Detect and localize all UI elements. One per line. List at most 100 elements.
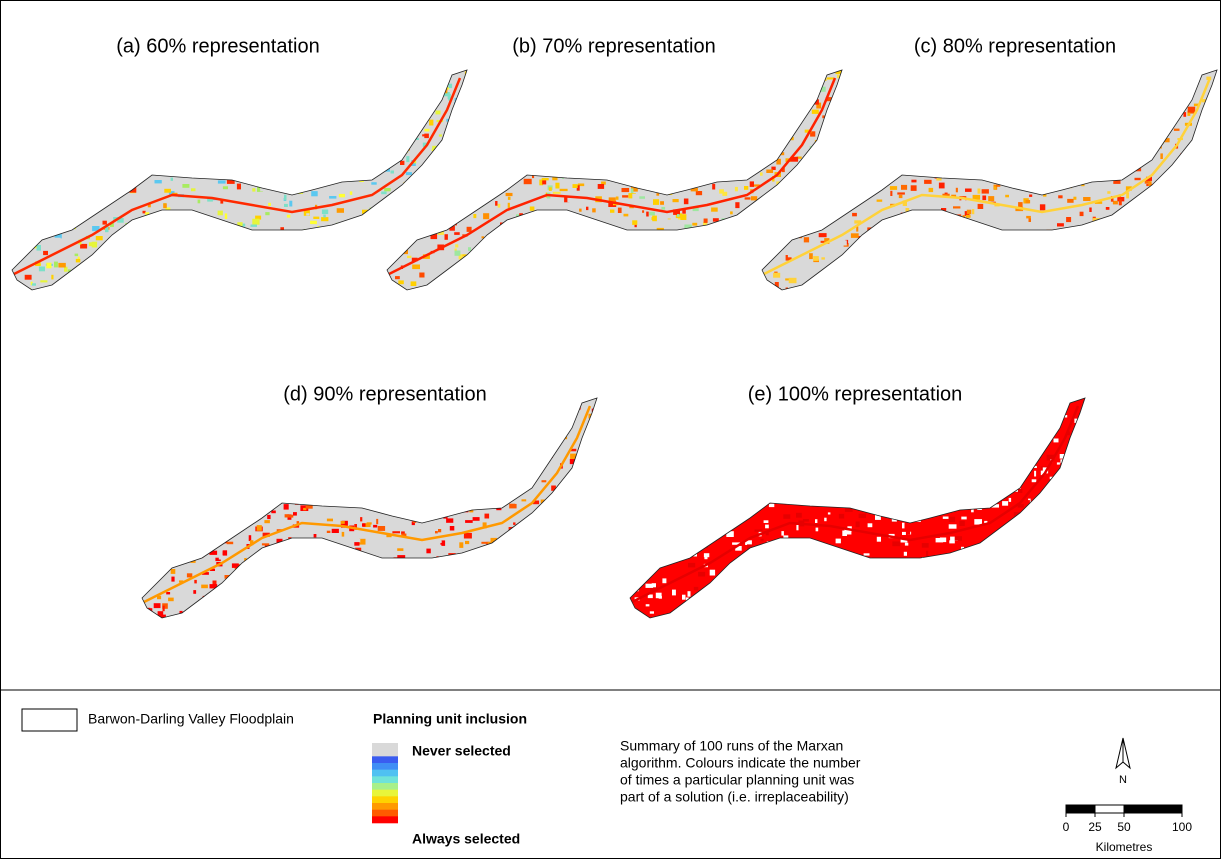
planning-unit [521,613,523,619]
planning-unit [230,481,232,487]
planning-unit [433,212,439,214]
planning-unit [354,224,361,226]
planning-unit [411,565,413,571]
planning-unit [807,76,809,82]
planning-unit [988,423,996,426]
planning-unit [830,453,837,456]
planning-unit [637,438,641,441]
planning-unit [262,414,265,417]
planning-unit [267,182,274,187]
planning-unit [860,418,864,423]
planning-unit [806,570,809,575]
planning-unit [572,249,578,253]
planning-unit [1055,405,1060,411]
planning-unit [797,595,801,599]
planning-unit [976,606,983,610]
planning-unit [452,276,458,279]
planning-unit [136,263,142,265]
planning-unit [745,114,751,117]
ramp-swatch [372,743,398,750]
planning-unit [371,145,379,150]
planning-unit [1073,197,1076,200]
planning-unit [632,160,639,163]
planning-unit [484,431,488,435]
planning-unit [921,146,926,148]
planning-unit [1056,421,1059,424]
planning-unit [732,168,737,172]
planning-unit [369,444,375,449]
planning-unit [907,509,913,513]
planning-unit [850,84,856,89]
planning-unit [978,204,984,209]
planning-unit [394,439,397,443]
planning-unit [436,209,439,213]
planning-unit [459,286,466,291]
planning-unit [968,249,973,252]
planning-unit [322,419,328,422]
planning-unit [988,256,991,261]
planning-unit [334,230,339,234]
planning-unit [659,252,662,256]
planning-unit [448,250,452,254]
planning-unit [552,256,557,258]
planning-unit [1103,94,1109,98]
planning-unit [511,234,513,239]
planning-unit [398,205,402,211]
planning-unit [159,505,166,509]
planning-unit [973,283,976,288]
planning-unit [416,143,418,149]
planning-unit [722,253,726,259]
planning-unit [537,135,540,138]
planning-unit [1050,247,1053,249]
planning-unit [914,560,917,565]
planning-unit [973,275,979,278]
planning-unit [418,295,425,298]
planning-unit [851,88,854,94]
planning-unit [287,215,290,218]
planning-unit [412,78,418,84]
planning-unit [745,285,751,291]
planning-unit [434,90,439,95]
planning-unit [432,508,438,512]
planning-unit [930,241,933,243]
scale-segment [1066,805,1095,813]
planning-unit [739,141,742,144]
planning-unit [833,174,838,178]
planning-unit [672,175,678,178]
planning-unit [786,185,792,187]
planning-unit [632,251,637,255]
ramp-swatch [372,790,398,797]
planning-unit [360,517,362,521]
planning-unit [1194,257,1199,261]
planning-unit [237,124,244,129]
planning-unit [271,477,274,481]
planning-unit [214,171,216,176]
planning-unit [438,529,441,532]
planning-unit [719,189,724,193]
planning-unit [216,524,219,527]
planning-unit [1039,95,1042,98]
planning-unit [825,189,830,192]
planning-unit [869,188,877,192]
planning-unit [444,447,449,452]
planning-unit [597,404,605,410]
planning-unit [580,268,583,272]
planning-unit [1033,123,1039,126]
planning-unit [1074,577,1080,581]
planning-unit [137,93,143,96]
planning-unit [525,84,528,88]
planning-unit [245,234,252,240]
planning-unit [963,130,967,134]
planning-unit [999,418,1003,423]
planning-unit [667,78,671,83]
planning-unit [622,113,626,118]
planning-unit [357,564,361,569]
planning-unit [134,128,141,133]
planning-unit [52,96,57,101]
planning-unit [257,169,264,172]
planning-unit [408,78,413,82]
planning-unit [241,291,249,294]
planning-unit [560,259,567,264]
planning-unit [783,82,791,84]
planning-unit [1172,265,1176,268]
